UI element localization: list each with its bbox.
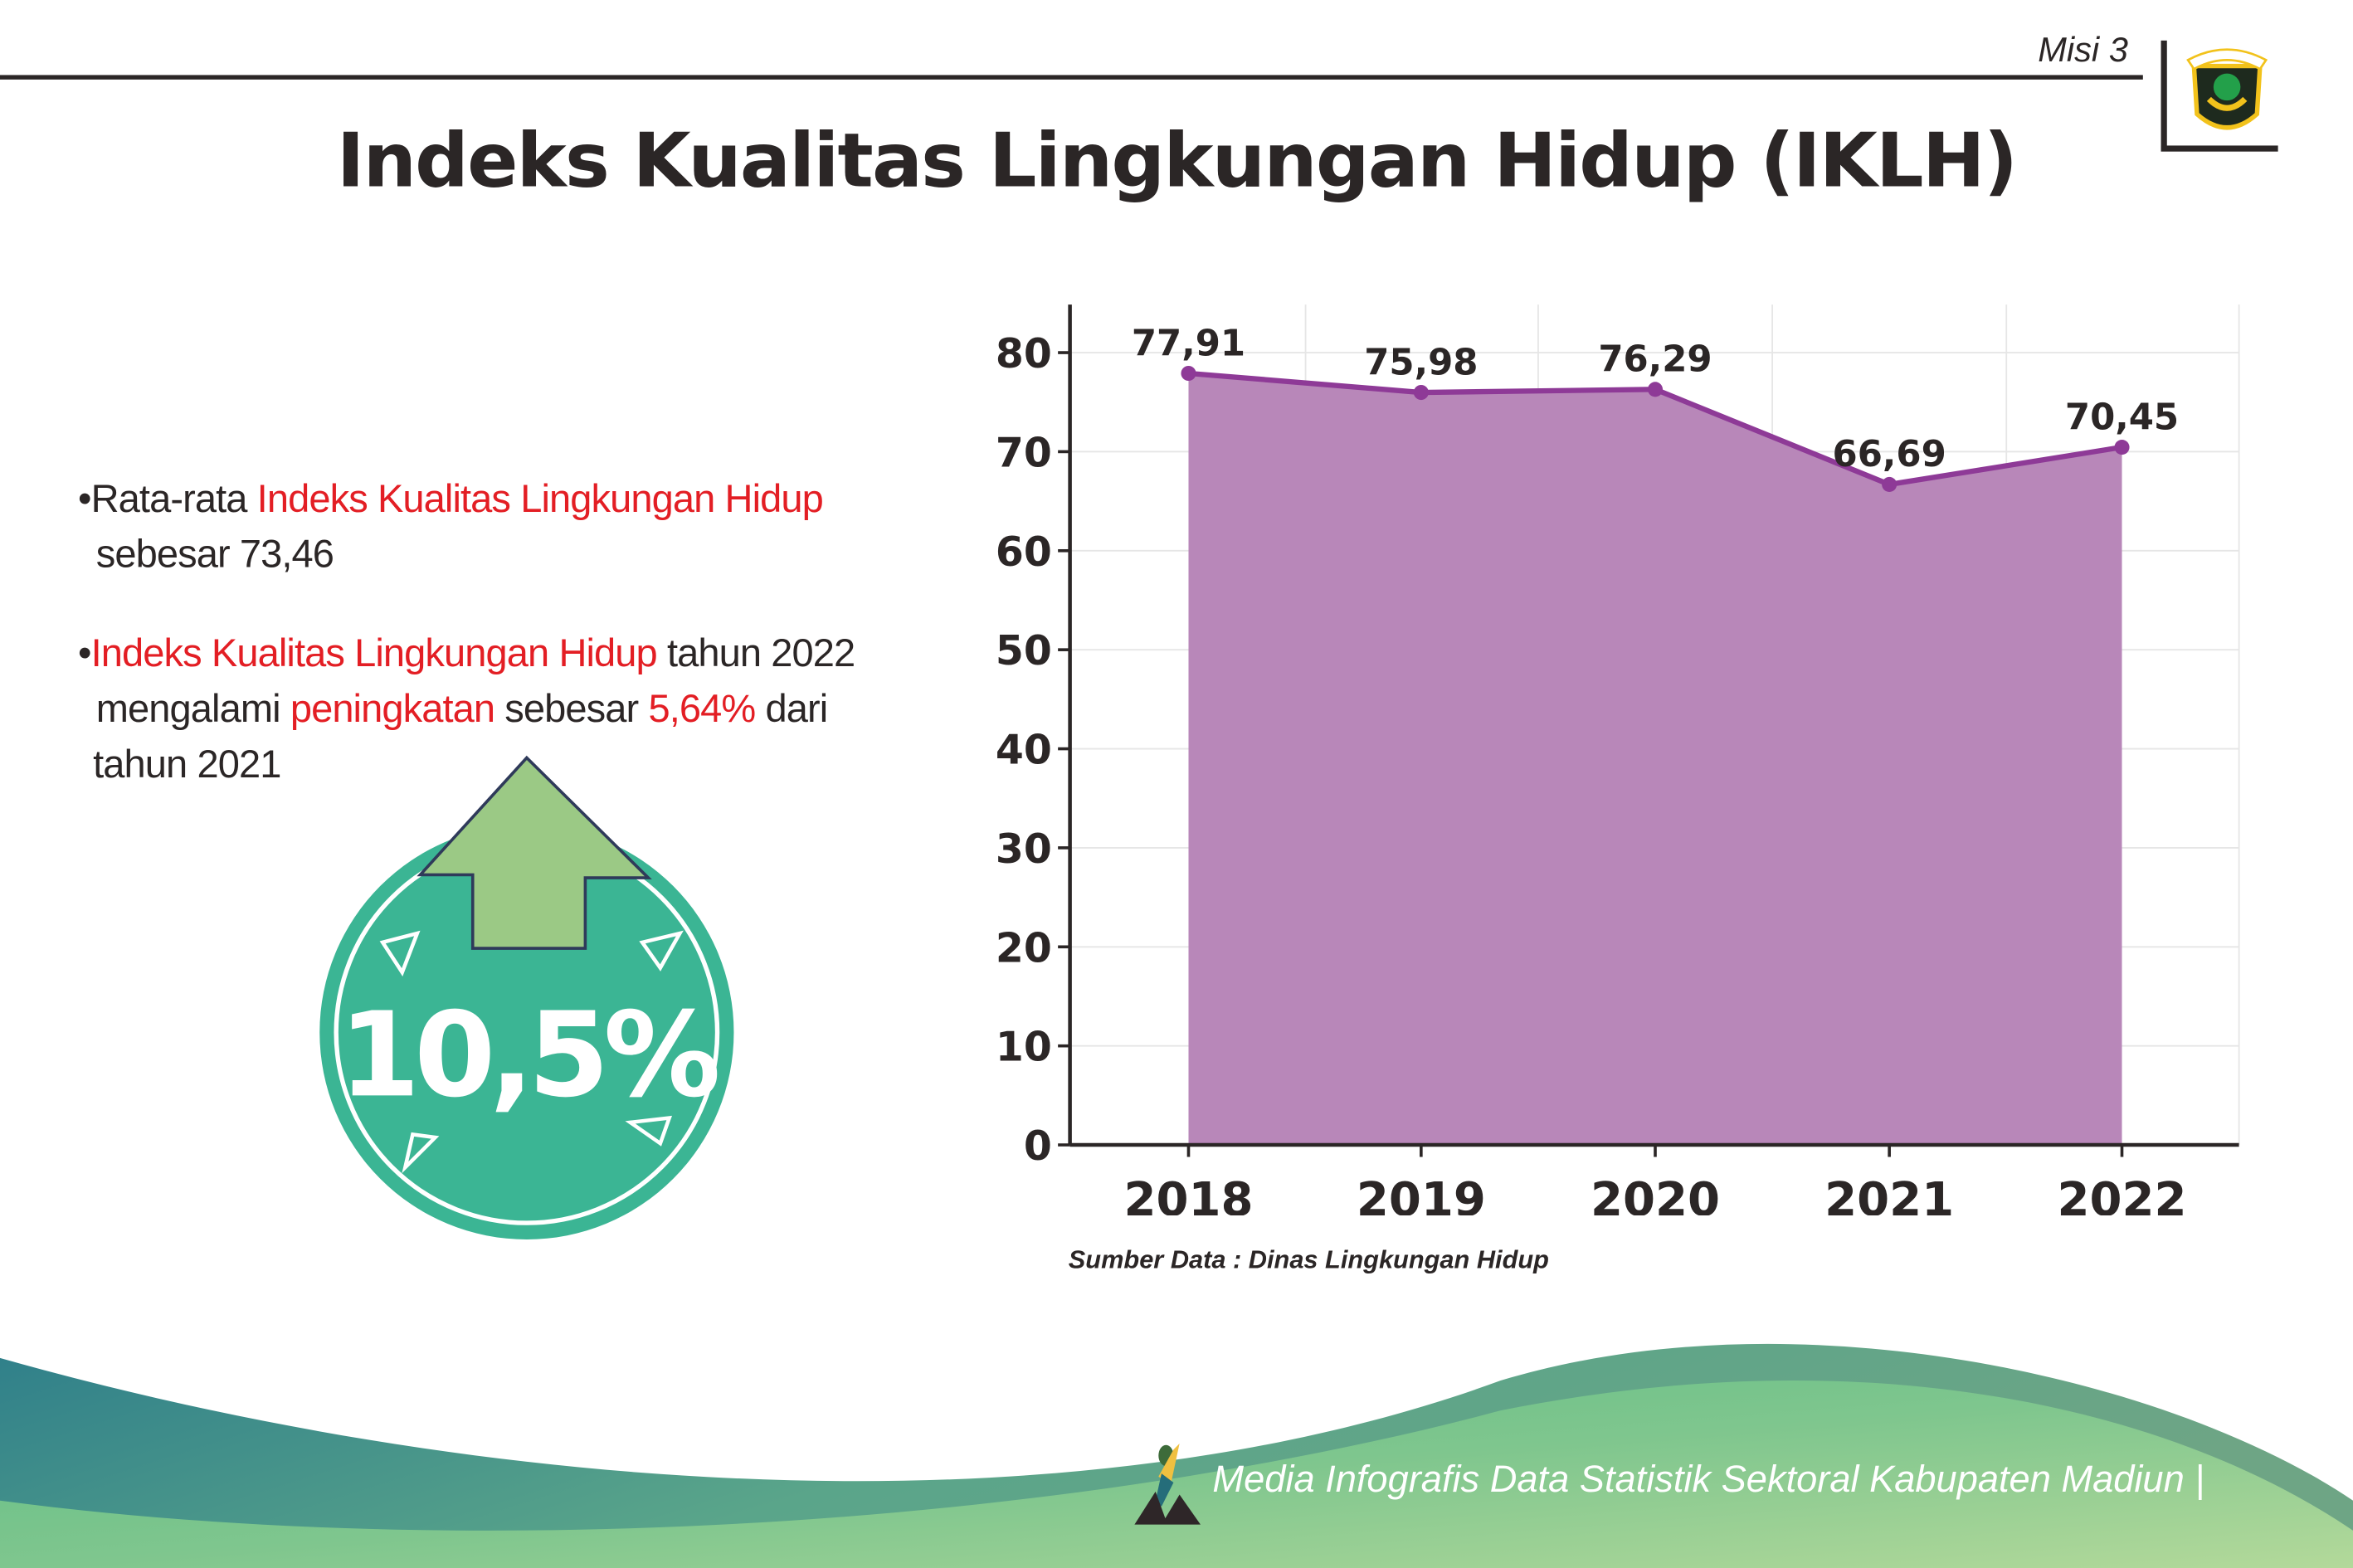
y-tick-label: 80	[996, 330, 1052, 377]
area-fill	[1188, 373, 2122, 1146]
footer-text: Media Infografis Data Statistik Sektoral…	[1212, 1458, 2205, 1501]
badge-value: 10,5%	[339, 987, 717, 1123]
bullet-highlight: Indeks Kualitas Lingkungan Hidup	[90, 630, 658, 675]
logo-frame-bottom	[2161, 145, 2278, 152]
y-tick-label: 60	[996, 528, 1052, 576]
bullet-text: •Rata-rata	[78, 475, 257, 521]
bullet-highlight: 5,64%	[648, 685, 756, 731]
y-tick-label: 40	[996, 727, 1052, 774]
growth-badge: 10,5%	[319, 755, 734, 1239]
bullet-text: mengalami	[95, 685, 290, 731]
y-tick-label: 10	[996, 1024, 1052, 1071]
x-tick-label: 2022	[2058, 1173, 2187, 1215]
iklh-chart: 0 10 20 30 40 50 60 70 80 77,91 2018 75,98 2019 76,29…	[996, 304, 2240, 1215]
x-tick-label: 2021	[1824, 1173, 1954, 1215]
y-tick-label: 0	[1024, 1122, 1052, 1170]
mission-label: Misi 3	[2038, 30, 2128, 70]
arrow-up-icon	[417, 755, 652, 950]
data-label: 70,45	[2065, 397, 2179, 438]
data-label: 66,69	[1833, 434, 1946, 475]
x-tick-label: 2020	[1591, 1173, 1720, 1215]
header-rule	[0, 75, 2143, 80]
logo-frame	[2161, 40, 2167, 150]
bullet-text: dari	[755, 685, 828, 731]
y-tick-label: 50	[996, 627, 1052, 674]
data-label: 75,98	[1364, 342, 1478, 383]
data-point	[1647, 382, 1664, 397]
data-source: Sumber Data : Dinas Lingkungan Hidup	[1068, 1245, 1549, 1274]
data-point	[1882, 476, 1898, 492]
y-tick-label: 30	[996, 825, 1052, 873]
bullet-text: sebesar	[494, 685, 649, 731]
bullet-increase: •Indeks Kualitas Lingkungan Hidup tahun …	[78, 626, 948, 792]
y-tick-label: 20	[996, 924, 1052, 971]
data-label: 76,29	[1598, 339, 1712, 381]
bullet-dot: •	[78, 630, 91, 675]
data-label: 77,91	[1132, 323, 1245, 364]
y-tick-label: 70	[996, 430, 1052, 477]
footer-wave	[0, 1343, 2353, 1568]
bullet-average: •Rata-rata Indeks Kualitas Lingkungan Hi…	[78, 471, 918, 582]
data-point	[1413, 384, 1429, 401]
x-tick-label: 2018	[1123, 1173, 1253, 1215]
data-point	[2114, 440, 2130, 455]
bullet-highlight: peningkatan	[290, 685, 495, 731]
data-point	[1181, 365, 1196, 382]
kabupaten-madiun-logo	[2186, 48, 2268, 130]
bullet-text: tahun 2022	[656, 630, 855, 675]
page-title: Indeks Kualitas Lingkungan Hidup (IKLH)	[336, 117, 2018, 204]
bullet-highlight: Indeks Kualitas Lingkungan Hidup	[256, 475, 824, 521]
bullet-text: tahun 2021	[93, 741, 281, 786]
bullet-text: sebesar 73,46	[95, 531, 334, 577]
x-tick-label: 2019	[1357, 1173, 1486, 1215]
media-logo-icon	[1134, 1443, 1201, 1525]
